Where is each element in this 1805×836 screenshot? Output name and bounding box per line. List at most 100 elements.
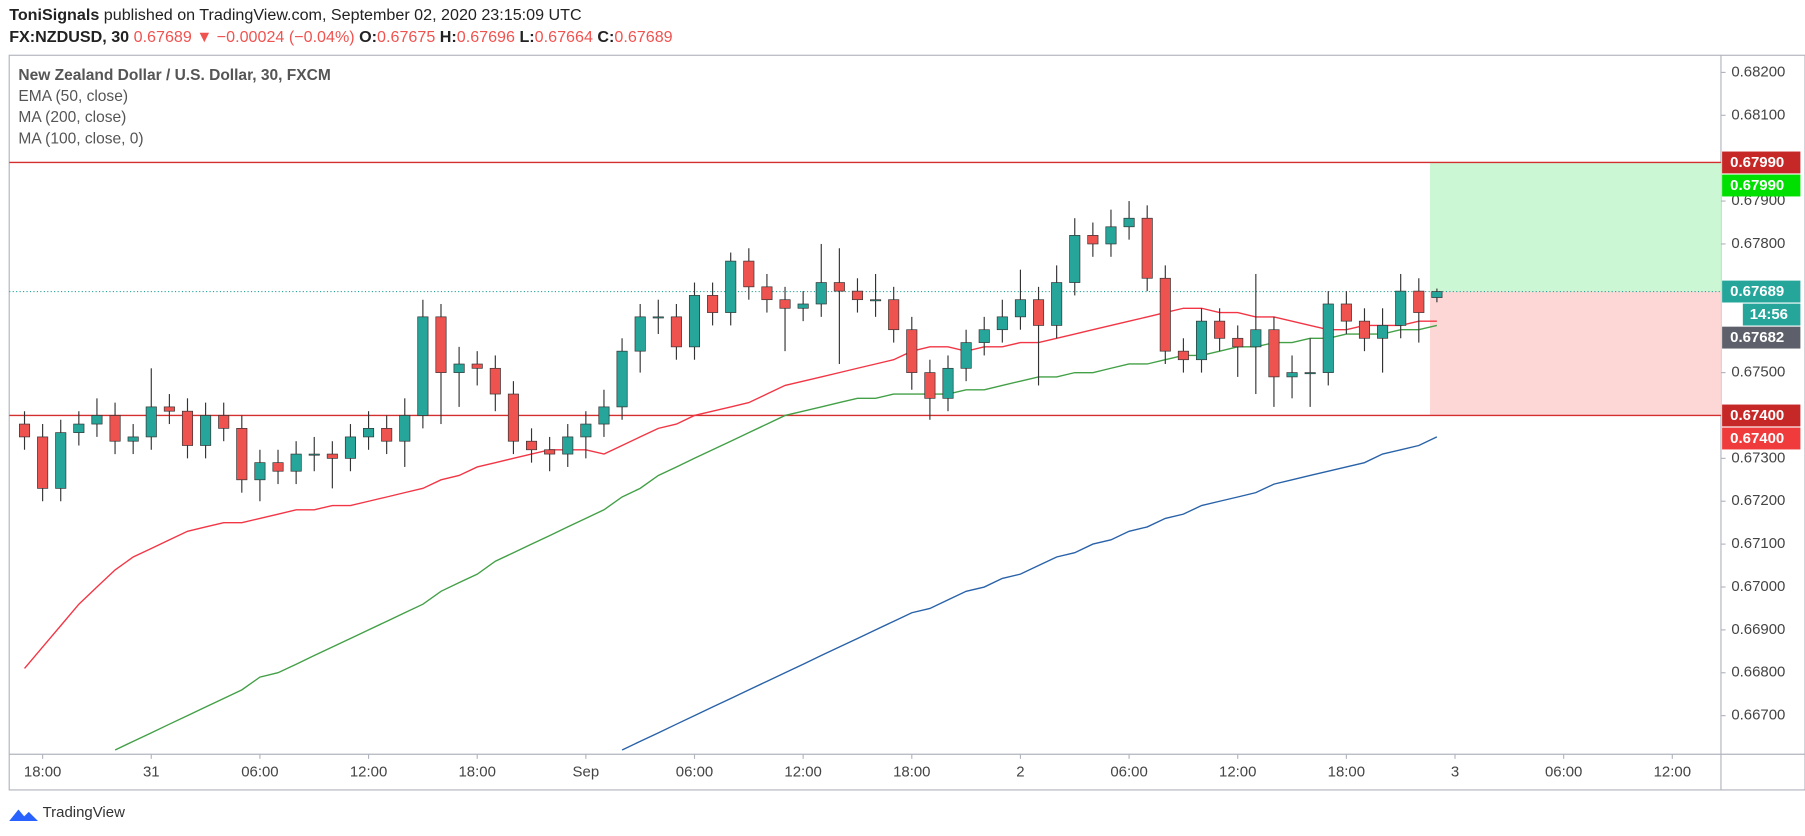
candle-body	[1377, 325, 1389, 339]
candle-body	[471, 363, 483, 369]
candle-body	[308, 453, 320, 456]
candle-body	[290, 453, 302, 472]
candle-body	[797, 303, 809, 309]
price-label-bg	[1722, 151, 1801, 174]
candle-body	[942, 367, 954, 399]
candle-body	[399, 415, 411, 442]
l-value: 0.67664	[535, 28, 593, 46]
candle-body	[73, 423, 85, 433]
h-label: H:	[440, 28, 457, 46]
change: ▼ −0.00024 (−0.04%)	[196, 28, 354, 46]
x-tick-label: 31	[143, 764, 160, 781]
candle-body	[344, 436, 356, 459]
plot-area	[9, 161, 1721, 751]
candle-body	[761, 286, 773, 301]
candle-body	[1014, 299, 1026, 318]
publish-line: ToniSignals published on TradingView.com…	[9, 6, 582, 24]
candle-body	[507, 393, 519, 442]
l-label: L:	[519, 28, 534, 46]
price-label: 0.67400	[1730, 407, 1784, 424]
candle-body	[562, 436, 574, 455]
candle-body	[779, 299, 791, 309]
candle-body	[18, 423, 31, 438]
y-tick-label: 0.67200	[1731, 492, 1785, 509]
legend-entry: MA (100, close, 0)	[18, 130, 143, 147]
y-tick-label: 0.67800	[1731, 235, 1785, 252]
candle-body	[580, 423, 592, 438]
price-label-bg	[1722, 427, 1801, 450]
candle-body	[924, 372, 936, 399]
candle-body	[906, 329, 918, 373]
y-tick-label: 0.66900	[1731, 621, 1785, 638]
x-tick-label: 2	[1016, 764, 1024, 781]
price-label-bg	[1722, 280, 1801, 303]
y-tick-label: 0.66700	[1731, 707, 1785, 724]
candle-body	[1395, 290, 1407, 326]
candle-body	[598, 406, 610, 425]
price-label-bg	[1722, 326, 1801, 349]
candle-body	[996, 316, 1008, 331]
x-tick-label: 12:00	[1654, 764, 1691, 781]
candle-body	[544, 449, 556, 455]
candle-body	[1232, 337, 1244, 348]
x-tick-label: 18:00	[459, 764, 496, 781]
candle-body	[1087, 235, 1099, 245]
candle-body	[417, 316, 429, 416]
candle-body	[1431, 291, 1443, 298]
candle-body	[978, 329, 990, 343]
candle-body	[1322, 303, 1334, 373]
x-tick-label: 12:00	[1219, 764, 1256, 781]
candle-body	[236, 427, 248, 481]
legend-entry: EMA (50, close)	[18, 88, 128, 105]
candle-body	[1268, 329, 1280, 378]
candle-body	[833, 282, 845, 292]
candle-body	[725, 260, 737, 313]
candle-body	[37, 436, 49, 489]
published: published on TradingView.com, September …	[104, 6, 582, 24]
x-tick-label: Sep	[573, 764, 600, 781]
candle-body	[1304, 372, 1316, 375]
candle-body	[851, 290, 863, 301]
candle-body	[526, 440, 538, 451]
price-label: 0.67400	[1730, 430, 1784, 447]
candle-body	[815, 282, 827, 305]
candle-body	[272, 462, 284, 472]
candle-body	[254, 462, 266, 481]
candle-body	[1358, 320, 1371, 339]
footer-brand: TradingView	[43, 804, 125, 821]
candle-body	[616, 350, 628, 408]
candle-body	[200, 415, 212, 446]
o-label: O:	[359, 28, 377, 46]
candle-body	[109, 415, 121, 442]
candle-body	[1033, 299, 1045, 326]
candle-body	[1214, 320, 1226, 339]
c-value: 0.67689	[614, 28, 672, 46]
y-tick-label: 0.67100	[1731, 535, 1785, 552]
candle-body	[145, 406, 157, 438]
ma-line	[114, 324, 1438, 751]
x-tick-label: 12:00	[784, 764, 821, 781]
h-value: 0.67696	[457, 28, 515, 46]
candle-body	[960, 342, 972, 369]
x-tick-label: 3	[1451, 764, 1459, 781]
y-tick-label: 0.67000	[1731, 578, 1785, 595]
price-label: 0.67689	[1730, 283, 1784, 300]
candle-body	[55, 432, 67, 489]
chart-title: New Zealand Dollar / U.S. Dollar, 30, FX…	[18, 67, 330, 84]
candle-body	[707, 295, 719, 313]
candle-body	[1141, 217, 1153, 279]
x-tick-label: 18:00	[24, 764, 61, 781]
legend-entry: MA (200, close)	[18, 109, 126, 126]
x-tick-label: 06:00	[676, 764, 713, 781]
price-label-bg	[1722, 174, 1801, 197]
candle-body	[1069, 235, 1081, 283]
candle-body	[1250, 329, 1262, 348]
candle-body	[670, 316, 682, 348]
ma-line	[621, 436, 1438, 751]
tv-logo	[9, 809, 38, 822]
y-tick-label: 0.68200	[1731, 63, 1785, 80]
x-tick-label: 06:00	[1110, 764, 1147, 781]
c-label: C:	[597, 28, 614, 46]
